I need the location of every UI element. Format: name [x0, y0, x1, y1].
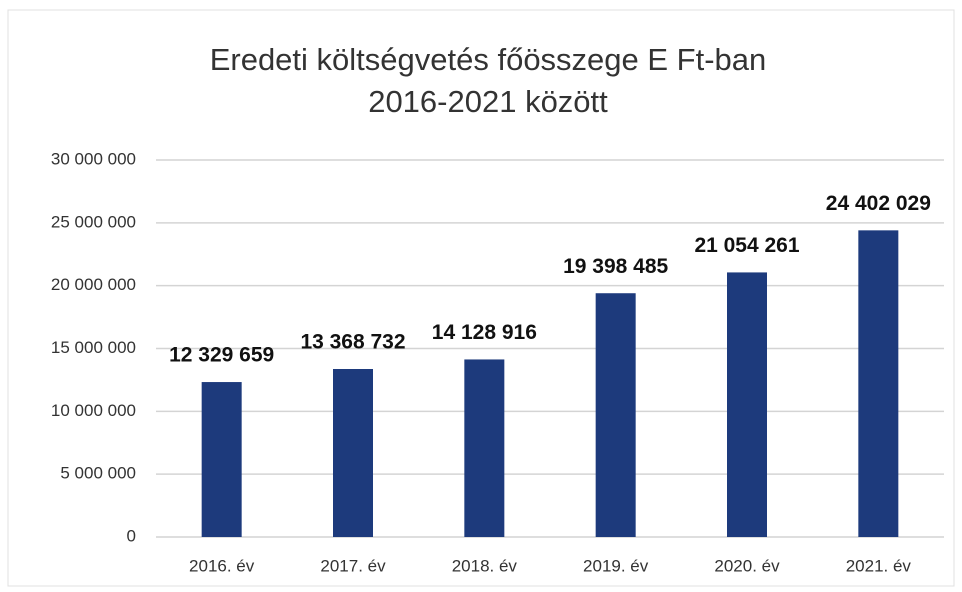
x-tick-label: 2019. év	[583, 556, 649, 575]
value-label: 21 054 261	[694, 234, 799, 257]
chart-title: Eredeti költségvetés főösszege E Ft-ban	[210, 42, 767, 77]
value-label: 24 402 029	[826, 192, 931, 215]
value-label: 14 128 916	[432, 321, 537, 344]
x-tick-label: 2021. év	[846, 556, 912, 575]
x-tick-label: 2016. év	[189, 556, 255, 575]
y-tick-label: 15 000 000	[51, 338, 136, 357]
bar	[464, 359, 505, 537]
x-tick-label: 2017. év	[320, 556, 386, 575]
chart-subtitle: 2016-2021 között	[368, 84, 608, 119]
y-tick-label: 10 000 000	[51, 401, 136, 420]
y-tick-label: 20 000 000	[51, 275, 136, 294]
value-label: 12 329 659	[169, 344, 274, 367]
bar	[858, 230, 899, 537]
y-tick-label: 0	[127, 526, 136, 545]
x-tick-label: 2020. év	[714, 556, 780, 575]
x-tick-label: 2018. év	[452, 556, 518, 575]
y-tick-label: 25 000 000	[51, 212, 136, 231]
y-tick-label: 30 000 000	[51, 149, 136, 168]
bar	[201, 382, 242, 537]
value-label: 19 398 485	[563, 255, 668, 278]
bar	[595, 293, 636, 537]
y-tick-label: 5 000 000	[60, 464, 136, 483]
bar	[727, 272, 767, 537]
bar	[333, 368, 373, 537]
value-label: 13 368 732	[300, 331, 405, 354]
